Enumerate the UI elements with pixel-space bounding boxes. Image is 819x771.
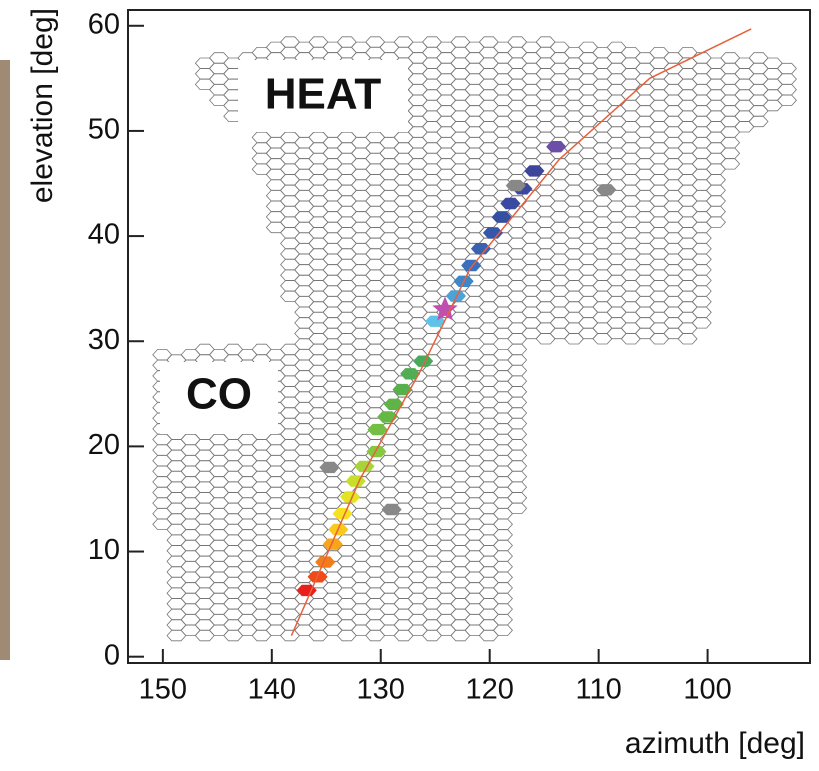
hit-pixel [524, 165, 545, 177]
camera-pixel [507, 460, 528, 472]
camera-pixel [777, 94, 797, 106]
label-box [160, 362, 278, 434]
hit-pixel [366, 445, 387, 458]
camera-pixel [507, 396, 528, 409]
camera-pixel [493, 614, 513, 626]
camera-pixel [507, 470, 528, 483]
camera-pixel [507, 375, 528, 387]
camera-pixel [691, 306, 712, 318]
co-label: CO [186, 370, 252, 419]
camera-pixel [493, 550, 513, 562]
camera-pixel [691, 264, 712, 276]
camera-pixel [691, 296, 712, 308]
camera-pixel [677, 333, 698, 345]
camera-pixel [720, 147, 741, 159]
camera-pixel [493, 518, 513, 530]
hit-pixel [596, 184, 617, 196]
camera-pixel [507, 364, 528, 377]
hit-pixel [345, 475, 366, 487]
y-tick-label: 30 [88, 324, 120, 356]
hit-pixel [461, 259, 482, 272]
hit-pixel [392, 383, 413, 396]
track-fit [290, 28, 752, 637]
camera-pixel [493, 582, 513, 594]
camera-pixel [507, 492, 528, 504]
camera-pixel [777, 84, 797, 96]
camera-pixel [691, 317, 712, 329]
hit-pixel [470, 243, 492, 255]
camera-pixel [777, 73, 797, 85]
camera-pixel [493, 561, 513, 573]
hit-pixel [367, 423, 388, 436]
hit-pixel [546, 141, 567, 153]
camera-pixel [691, 285, 712, 297]
hit-pixel [500, 197, 521, 210]
camera-pixel [493, 592, 513, 605]
camera-pixel [748, 115, 769, 128]
camera-pixel [507, 428, 528, 440]
camera-pixel [691, 232, 712, 244]
camera-pixel [706, 174, 726, 186]
camera-pixel [507, 481, 528, 493]
camera-pixel [706, 195, 726, 207]
camera-pixel [720, 137, 741, 149]
camera-pixel [706, 205, 726, 218]
camera-pixel [691, 243, 712, 255]
hit-pixel [377, 411, 398, 423]
star-point [432, 296, 458, 321]
camera-pixel [507, 502, 528, 514]
x-axis-title: azimuth [deg] [625, 727, 805, 760]
camera-pixel [720, 158, 741, 170]
camera-pixel [493, 603, 513, 615]
hit-pixel [322, 538, 343, 550]
hit-pixel [381, 503, 402, 516]
y-tick-label: 0 [104, 639, 120, 671]
x-tick-label: 110 [576, 674, 622, 706]
hit-pixel [296, 584, 317, 597]
label-box [238, 60, 408, 132]
hit-pixel [400, 368, 421, 380]
y-axis-title: elevation [deg] [26, 8, 59, 203]
x-tick-label: 150 [139, 674, 187, 706]
hit-pixel [315, 556, 336, 568]
x-tick-label: 100 [683, 674, 731, 706]
camera-pixel [706, 216, 726, 228]
camera-pixel [507, 439, 528, 451]
hit-pixel [505, 179, 526, 192]
camera-pixel [507, 386, 528, 398]
camera-pixel [507, 417, 528, 430]
hit-pixel [319, 461, 340, 474]
y-tick-label: 60 [88, 8, 120, 40]
plot-frame [127, 9, 811, 664]
x-tick-label: 140 [248, 674, 296, 706]
y-tick-label: 50 [88, 114, 120, 146]
x-tick-label: 130 [357, 674, 405, 706]
camera-pixel [493, 571, 513, 583]
camera-pixel [507, 449, 528, 462]
camera-pixel [706, 184, 726, 197]
camera-pixel [493, 539, 513, 552]
heat-label: HEAT [265, 70, 382, 119]
camera-pixel [507, 407, 528, 419]
camera-pixel [507, 343, 528, 356]
hit-pixel [491, 211, 512, 223]
camera-pixel [691, 274, 712, 287]
camera-pixel [493, 529, 513, 541]
y-tick-label: 10 [88, 534, 120, 566]
camera-pixel [777, 62, 797, 75]
camera-pixel [507, 354, 528, 366]
camera-pixel [493, 624, 513, 636]
y-tick-label: 20 [88, 429, 120, 461]
y-tick-label: 40 [88, 219, 120, 251]
x-tick-label: 120 [466, 674, 514, 706]
camera-pixel [691, 253, 712, 265]
photo-edge [0, 60, 10, 660]
hit-pixel [445, 290, 466, 302]
